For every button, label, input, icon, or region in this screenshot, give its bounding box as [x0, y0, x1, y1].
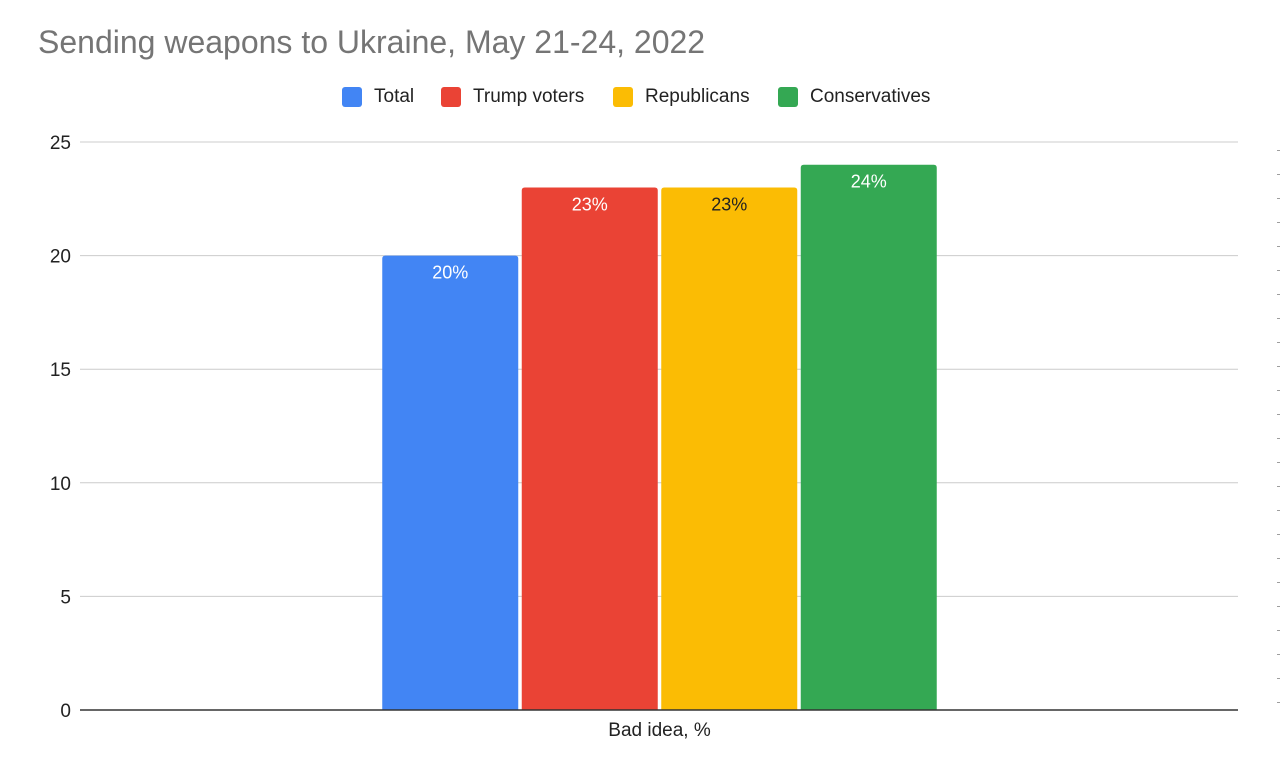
- bar-trump-voters: [521, 187, 658, 710]
- legend-label-republicans: Republicans: [645, 86, 750, 107]
- x-category-label: Bad idea, %: [608, 720, 711, 741]
- legend-item-conservatives: Conservatives: [778, 84, 930, 110]
- data-label-total: 20%: [432, 263, 468, 283]
- bar-total: [382, 255, 519, 710]
- y-tick-label-20: 20: [50, 247, 71, 268]
- y-tick-label-15: 15: [50, 360, 71, 381]
- legend: Total Trump voters Republicans Conservat…: [0, 84, 1280, 110]
- legend-item-total: Total: [342, 84, 414, 110]
- legend-label-conservatives: Conservatives: [810, 86, 931, 107]
- y-axis-ticks: 0 5 10 15 20 25: [50, 133, 71, 722]
- legend-item-trump-voters: Trump voters: [441, 84, 584, 110]
- data-label-trump-voters: 23%: [572, 194, 608, 214]
- legend-swatch-conservatives: [778, 87, 798, 107]
- y-tick-label-25: 25: [50, 133, 71, 154]
- bar-republicans: [661, 187, 798, 710]
- data-label-republicans: 23%: [711, 194, 747, 214]
- legend-swatch-total: [342, 87, 362, 107]
- legend-label-total: Total: [374, 86, 415, 107]
- chart-title: Sending weapons to Ukraine, May 21-24, 2…: [38, 24, 706, 60]
- bar-conservatives: [800, 164, 937, 711]
- y-tick-label-0: 0: [60, 701, 71, 722]
- data-labels: 20% 23% 23% 24%: [432, 172, 887, 283]
- legend-label-trump-voters: Trump voters: [473, 86, 585, 107]
- legend-item-republicans: Republicans: [613, 84, 750, 110]
- legend-swatch-trump-voters: [441, 87, 461, 107]
- y-tick-label-10: 10: [50, 474, 71, 495]
- legend-swatch-republicans: [613, 87, 633, 107]
- gridlines: [80, 141, 1238, 597]
- y-tick-label-5: 5: [60, 587, 71, 608]
- data-label-conservatives: 24%: [851, 172, 887, 192]
- edge-dotted-line: [1277, 150, 1280, 710]
- bars: [382, 164, 937, 711]
